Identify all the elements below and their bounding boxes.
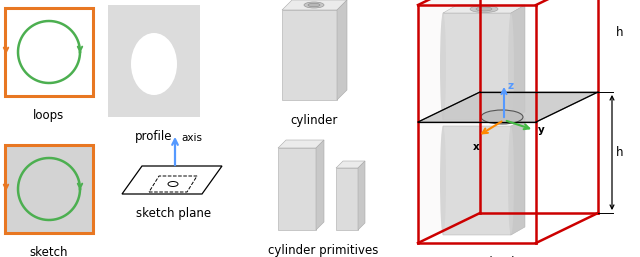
Polygon shape [418, 0, 598, 5]
Polygon shape [278, 148, 316, 230]
Text: x: x [472, 142, 479, 152]
Text: z: z [507, 81, 513, 91]
Ellipse shape [308, 3, 320, 7]
Bar [108, 5, 200, 117]
Ellipse shape [470, 5, 498, 13]
Polygon shape [511, 5, 525, 120]
Text: y: y [538, 125, 545, 135]
Polygon shape [278, 140, 324, 148]
Polygon shape [443, 126, 511, 235]
Bar [5, 145, 93, 233]
Text: extrusion box: extrusion box [452, 256, 532, 257]
Polygon shape [418, 92, 598, 122]
Polygon shape [336, 168, 358, 230]
Text: cylinder: cylinder [291, 114, 338, 127]
Polygon shape [282, 10, 337, 100]
Ellipse shape [476, 7, 492, 11]
Ellipse shape [481, 110, 523, 124]
Bar [5, 8, 93, 96]
Text: sketch plane: sketch plane [136, 207, 212, 220]
Text: h: h [616, 26, 623, 40]
Ellipse shape [131, 33, 177, 95]
Ellipse shape [508, 126, 514, 235]
Text: cylinder primitives: cylinder primitives [268, 244, 379, 257]
Ellipse shape [508, 13, 514, 120]
Polygon shape [122, 166, 222, 194]
Polygon shape [336, 161, 365, 168]
Text: profile: profile [135, 130, 173, 143]
Polygon shape [337, 0, 347, 100]
Polygon shape [418, 0, 480, 243]
Polygon shape [358, 161, 365, 230]
Polygon shape [282, 0, 347, 10]
Ellipse shape [304, 2, 324, 8]
Ellipse shape [440, 126, 446, 235]
Text: sketch: sketch [29, 246, 68, 257]
Text: loops: loops [33, 109, 65, 122]
Text: h: h [616, 145, 623, 159]
Text: axis: axis [181, 133, 202, 143]
Ellipse shape [440, 13, 446, 120]
Polygon shape [443, 5, 525, 13]
Polygon shape [511, 118, 525, 235]
Polygon shape [316, 140, 324, 230]
Ellipse shape [168, 181, 178, 187]
Polygon shape [443, 13, 511, 120]
